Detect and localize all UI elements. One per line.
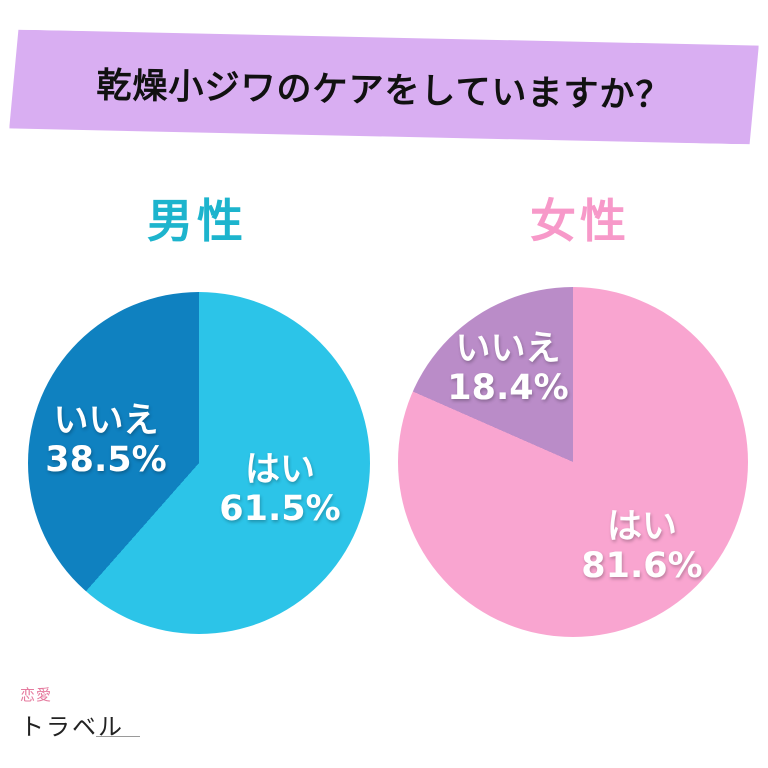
slice-percent: 81.6% [581,546,703,586]
slice-label-male-no: いいえ 38.5% [45,400,167,480]
page-title: 乾燥小ジワのケアをしていますか？ [96,65,672,116]
slice-name: いいえ [455,328,561,369]
title-banner: 乾燥小ジワのケアをしていますか？ [9,29,759,144]
slice-label-female-yes: はい 81.6% [581,506,703,586]
site-logo: 恋愛 トラベル [20,684,124,742]
slice-label-female-no: いいえ 18.4% [447,328,569,408]
pie-chart-female [398,287,748,637]
logo-text-top: 恋愛 [20,686,53,704]
logo-underline [96,736,140,737]
slice-name: はい [244,449,315,490]
chart-title-male: 男性 [147,194,247,248]
slice-percent: 38.5% [45,440,167,480]
chart-title-female: 女性 [530,194,630,248]
slice-name: いいえ [53,400,159,441]
slice-label-male-yes: はい 61.5% [219,449,341,529]
slice-percent: 61.5% [219,489,341,529]
pie-chart-male [28,292,370,634]
slice-percent: 18.4% [447,368,569,408]
slice-name: はい [606,506,677,547]
